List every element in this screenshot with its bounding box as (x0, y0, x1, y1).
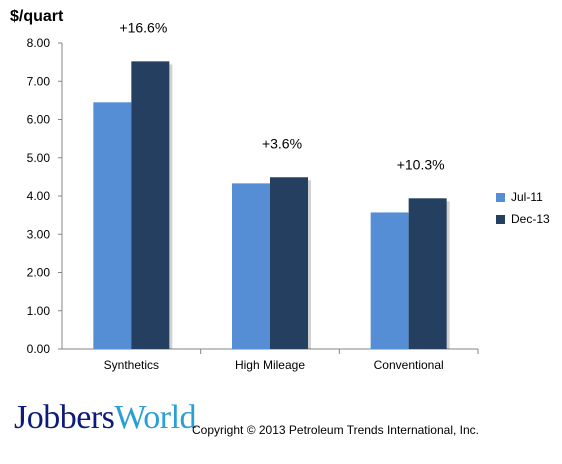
x-tick-label: High Mileage (235, 358, 305, 372)
y-tick-label: 2.00 (27, 266, 51, 280)
bar-jul-11 (232, 183, 270, 349)
y-tick-label: 0.00 (27, 342, 51, 356)
legend-item-jul-11: Jul-11 (496, 186, 550, 208)
bar-dec-13 (270, 177, 308, 349)
y-tick-label: 7.00 (27, 74, 51, 88)
legend-item-dec-13: Dec-13 (496, 208, 550, 230)
legend-swatch-dec-13 (496, 214, 505, 224)
jobbersworld-logo: JobbersWorld (14, 398, 197, 438)
y-tick-label: 3.00 (27, 227, 51, 241)
y-tick-label: 6.00 (27, 113, 51, 127)
logo-text-jobbers: Jobbers (14, 399, 115, 436)
bar-jul-11 (370, 212, 409, 349)
chart-legend: Jul-11 Dec-13 (496, 186, 550, 230)
bar-chart: 0.00 1.00 2.00 3.00 4.00 5.00 6.00 7.00 8.00 Synt… (27, 19, 479, 372)
logo-text-world: World (114, 399, 197, 436)
x-tick-label: Synthetics (104, 358, 159, 372)
bar-dec-13 (408, 198, 447, 349)
y-tick-label: 4.00 (27, 189, 51, 203)
y-tick-label: 5.00 (27, 151, 51, 165)
copyright-notice: Copyright © 2013 Petroleum Trends Intern… (192, 423, 479, 437)
percent-change-annotation: +3.6% (262, 135, 302, 151)
x-tick-label: Conventional (374, 358, 444, 372)
percent-change-annotation: +10.3% (397, 156, 445, 172)
percent-change-annotation: +16.6% (119, 19, 167, 35)
legend-swatch-jul-11 (496, 192, 505, 202)
y-axis-unit-label: $/quart (10, 8, 64, 25)
legend-label-jul-11: Jul-11 (511, 190, 543, 204)
legend-label-dec-13: Dec-13 (511, 212, 550, 226)
y-tick-label: 1.00 (27, 304, 51, 318)
y-tick-label: 8.00 (27, 36, 51, 50)
bar-jul-11 (93, 102, 132, 349)
bar-dec-13 (131, 61, 170, 350)
